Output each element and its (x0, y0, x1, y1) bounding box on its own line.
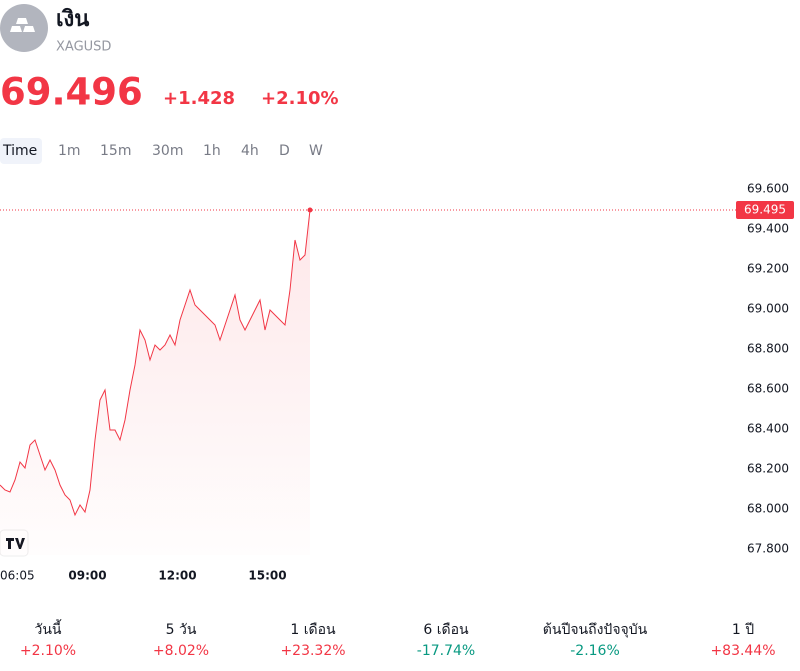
y-tick-label: 68.800 (747, 342, 789, 356)
y-tick-label: 68.200 (747, 462, 789, 476)
period-label: ต้นปีจนถึงปัจจุบัน (543, 622, 648, 638)
period-value: +8.02% (153, 643, 209, 659)
x-tick-label: 12:00 (158, 569, 196, 583)
x-tick-label: 09:00 (68, 569, 106, 583)
line (0, 209, 311, 517)
timeframe-tab[interactable]: Time (2, 143, 37, 159)
period-value: +2.10% (20, 643, 76, 659)
y-tick-label: 68.000 (747, 502, 789, 516)
period-label: 1 เดือน (290, 622, 336, 638)
timeframe-tab[interactable]: 4h (241, 143, 259, 159)
title: เงิน (56, 7, 89, 32)
timeframe-tab[interactable]: D (279, 143, 290, 159)
change: +1.428 (163, 88, 235, 109)
timeframe-tab[interactable]: 1m (58, 143, 81, 159)
change-percent: +2.10% (261, 88, 339, 109)
y-tick-label: 68.400 (747, 422, 789, 436)
period-value: +23.32% (280, 643, 345, 659)
period-label: 5 วัน (166, 622, 197, 638)
y-tick-label: 69.000 (747, 302, 789, 316)
timeframe-tab[interactable]: 15m (100, 143, 131, 159)
x-tick-label: 15:00 (248, 569, 286, 583)
period-value: +83.44% (710, 643, 775, 659)
last-price-label: 69.495 (744, 203, 786, 217)
y-tick-label: 69.600 (747, 182, 789, 196)
y-tick-label: 69.200 (747, 262, 789, 276)
period-label: 6 เดือน (423, 622, 469, 638)
price: 69.496 (0, 71, 143, 114)
active-tab-bg (0, 138, 42, 164)
x-tick-label: 06:05 (0, 569, 35, 583)
period-value: -17.74% (417, 643, 475, 659)
y-tick-label: 67.800 (747, 542, 789, 556)
last-price-box (736, 201, 794, 219)
period-label: 1 ปี (732, 622, 754, 638)
timeframe-tab[interactable]: 30m (152, 143, 183, 159)
timeframe-tab[interactable]: W (309, 143, 323, 159)
period-label: วันนี้ (34, 619, 62, 638)
y-tick-label: 68.600 (747, 382, 789, 396)
symbol: XAGUSD (56, 40, 111, 55)
area (0, 210, 310, 555)
period-value: -2.16% (570, 643, 620, 659)
timeframe-tab[interactable]: 1h (203, 143, 221, 159)
y-tick-label: 69.400 (747, 222, 789, 236)
logo (0, 4, 48, 52)
